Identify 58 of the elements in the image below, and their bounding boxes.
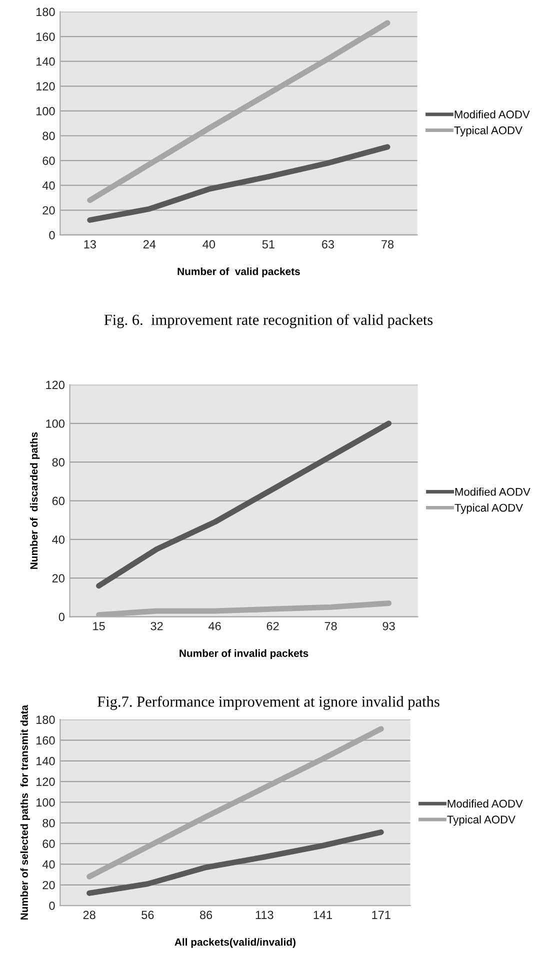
x-tick-label: 62 — [266, 622, 279, 630]
x-tick-label: 28 — [83, 910, 96, 920]
y-tick-label: 20 — [52, 574, 64, 582]
x-tick-label: 78 — [382, 240, 394, 248]
y-tick-label: 140 — [36, 756, 55, 766]
legend-label: Typical AODV — [447, 815, 516, 826]
legend-label: Typical AODV — [454, 504, 523, 514]
x-tick-label: 24 — [143, 240, 156, 248]
x-tick-label: 113 — [256, 910, 274, 920]
y-axis-title: Number of selected paths for transmit data — [20, 704, 30, 920]
y-tick-label: 60 — [52, 496, 64, 506]
x-tick-label: 51 — [262, 240, 274, 248]
x-tick-label: 15 — [93, 622, 105, 630]
caption: Fig.7. Performance improvement at ignore invalid paths — [98, 696, 440, 710]
x-tick-label: 46 — [208, 622, 221, 630]
legend-label: Modified AODV — [448, 799, 523, 808]
x-tick-label: 86 — [200, 910, 212, 920]
y-tick-label: 180 — [36, 8, 55, 16]
y-tick-label: 120 — [36, 778, 55, 786]
legend-label: Modified AODV — [455, 488, 530, 496]
x-axis-title: Number of valid packets — [178, 267, 300, 278]
y-tick-label: 80 — [42, 132, 55, 140]
y-tick-label: 100 — [36, 798, 55, 807]
y-tick-label: 40 — [52, 535, 64, 544]
y-tick-label: 100 — [46, 419, 64, 428]
x-tick-label: 78 — [324, 622, 337, 630]
y-tick-label: 160 — [36, 736, 55, 745]
legend-label: Typical AODV — [454, 126, 522, 136]
x-tick-label: 56 — [142, 910, 154, 920]
y-tick-label: 80 — [52, 458, 64, 466]
y-tick-label: 80 — [42, 818, 55, 828]
y-tick-label: 20 — [42, 880, 55, 890]
y-tick-label: 100 — [36, 106, 55, 116]
y-axis-title: Number of discarded paths — [30, 432, 40, 569]
y-tick-label: 120 — [36, 82, 55, 91]
x-tick-label: 141 — [314, 910, 332, 919]
x-axis-title: All packets(valid/invalid) — [174, 938, 296, 948]
y-tick-label: 0 — [58, 612, 64, 622]
legend-label: Modified AODV — [454, 110, 530, 118]
x-tick-label: 13 — [84, 240, 96, 248]
x-tick-label: 171 — [372, 910, 390, 919]
x-axis-title: Number of invalid packets — [180, 649, 308, 660]
y-tick-label: 0 — [49, 230, 55, 240]
x-tick-label: 40 — [202, 240, 216, 248]
y-tick-label: 160 — [36, 32, 55, 41]
y-tick-label: 60 — [42, 840, 55, 848]
y-tick-label: 20 — [42, 206, 55, 215]
y-tick-label: 120 — [46, 380, 64, 390]
y-tick-label: 0 — [49, 902, 55, 910]
x-tick-label: 63 — [322, 240, 334, 248]
y-tick-label: 60 — [42, 156, 55, 165]
y-tick-label: 40 — [42, 860, 55, 869]
caption: Fig. 6. improvement rate recognition of valid packets — [104, 314, 433, 328]
x-tick-label: 32 — [150, 622, 163, 630]
x-tick-label: 93 — [382, 622, 395, 630]
y-tick-label: 40 — [42, 181, 55, 190]
y-tick-label: 180 — [36, 716, 55, 724]
y-tick-label: 140 — [36, 57, 55, 66]
